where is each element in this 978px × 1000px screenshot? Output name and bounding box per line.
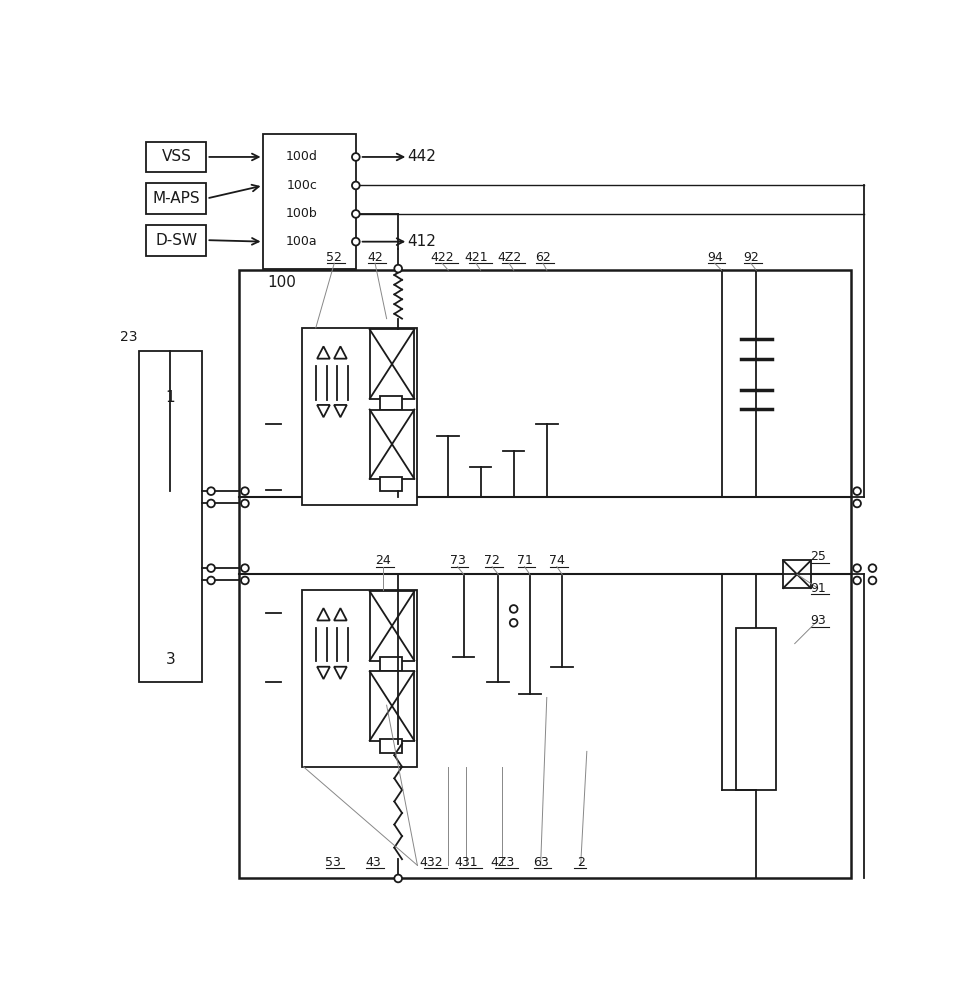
Circle shape bbox=[352, 210, 359, 218]
Text: 72: 72 bbox=[484, 554, 500, 567]
Text: 100a: 100a bbox=[286, 235, 318, 248]
Text: 432: 432 bbox=[419, 856, 443, 869]
Bar bbox=[380, 477, 402, 491]
Text: M-APS: M-APS bbox=[153, 191, 200, 206]
Circle shape bbox=[207, 577, 215, 584]
Bar bbox=[370, 329, 414, 399]
Bar bbox=[380, 396, 402, 410]
Bar bbox=[370, 671, 414, 741]
Circle shape bbox=[241, 487, 248, 495]
Bar bbox=[139, 351, 201, 682]
Text: 71: 71 bbox=[516, 554, 532, 567]
Circle shape bbox=[352, 182, 359, 189]
Bar bbox=[370, 410, 414, 479]
Circle shape bbox=[510, 605, 517, 613]
Circle shape bbox=[207, 500, 215, 507]
Text: 2: 2 bbox=[576, 856, 584, 869]
Circle shape bbox=[241, 564, 248, 572]
Bar bbox=[263, 134, 355, 269]
Circle shape bbox=[207, 487, 215, 495]
Text: 24: 24 bbox=[375, 554, 390, 567]
Text: 62: 62 bbox=[535, 251, 551, 264]
Text: 63: 63 bbox=[532, 856, 548, 869]
Circle shape bbox=[241, 500, 248, 507]
Text: 1: 1 bbox=[165, 390, 175, 405]
Text: 421: 421 bbox=[464, 251, 487, 264]
Bar bbox=[147, 225, 206, 256]
Text: 53: 53 bbox=[325, 856, 340, 869]
Text: 100c: 100c bbox=[287, 179, 317, 192]
Text: 73: 73 bbox=[449, 554, 465, 567]
Bar bbox=[239, 270, 850, 878]
Circle shape bbox=[867, 577, 875, 584]
Text: 42: 42 bbox=[367, 251, 382, 264]
Text: 92: 92 bbox=[742, 251, 758, 264]
Text: 23: 23 bbox=[119, 330, 137, 344]
Text: 91: 91 bbox=[809, 582, 824, 595]
Text: 100b: 100b bbox=[286, 207, 318, 220]
Bar bbox=[301, 590, 417, 767]
Circle shape bbox=[394, 265, 402, 272]
Circle shape bbox=[352, 153, 359, 161]
Text: 3: 3 bbox=[165, 652, 175, 666]
Text: 93: 93 bbox=[809, 614, 824, 627]
Circle shape bbox=[853, 564, 860, 572]
Bar bbox=[147, 142, 206, 172]
Circle shape bbox=[853, 577, 860, 584]
Text: 74: 74 bbox=[549, 554, 564, 567]
Bar bbox=[301, 328, 417, 505]
Text: 52: 52 bbox=[326, 251, 342, 264]
Bar bbox=[735, 628, 776, 790]
Bar bbox=[380, 739, 402, 753]
Text: 442: 442 bbox=[407, 149, 435, 164]
Circle shape bbox=[510, 619, 517, 627]
Text: 94: 94 bbox=[706, 251, 722, 264]
Text: 431: 431 bbox=[454, 856, 477, 869]
Circle shape bbox=[394, 875, 402, 882]
Text: 4Z2: 4Z2 bbox=[497, 251, 520, 264]
Circle shape bbox=[241, 577, 248, 584]
Text: 4Z3: 4Z3 bbox=[490, 856, 513, 869]
Text: 412: 412 bbox=[407, 234, 435, 249]
Circle shape bbox=[352, 238, 359, 246]
Text: 100d: 100d bbox=[286, 150, 318, 163]
Text: 100: 100 bbox=[267, 275, 295, 290]
Circle shape bbox=[853, 500, 860, 507]
Text: 25: 25 bbox=[809, 550, 824, 563]
Text: 422: 422 bbox=[429, 251, 454, 264]
Text: 43: 43 bbox=[365, 856, 380, 869]
Circle shape bbox=[207, 564, 215, 572]
Bar bbox=[380, 657, 402, 671]
Bar bbox=[370, 591, 414, 661]
Circle shape bbox=[853, 487, 860, 495]
Text: D-SW: D-SW bbox=[156, 233, 198, 248]
Bar bbox=[782, 560, 810, 588]
Bar bbox=[147, 183, 206, 214]
Text: VSS: VSS bbox=[161, 149, 191, 164]
Circle shape bbox=[867, 564, 875, 572]
